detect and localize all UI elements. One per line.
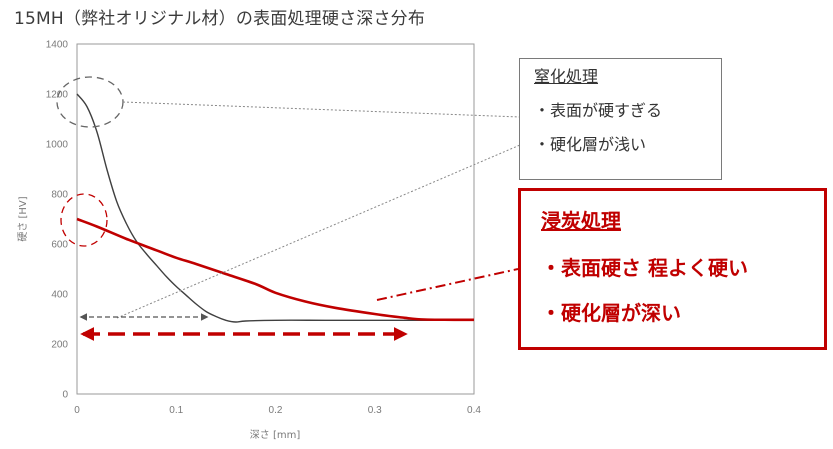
- carburizing-surface-marker: [60, 193, 108, 247]
- nitriding-heading: 窒化処理: [534, 67, 599, 86]
- x-tick-label: 0.2: [269, 405, 283, 416]
- page-title: 15MH（弊社オリジナル材）の表面処理硬さ深さ分布: [14, 9, 426, 29]
- carburizing-point-depth: ・硬化層が深い: [541, 301, 681, 325]
- y-axis-label: 硬さ [HV]: [17, 196, 29, 241]
- y-tick-label: 200: [51, 340, 68, 351]
- x-axis-label: 深さ [mm]: [250, 429, 301, 441]
- y-tick-label: 800: [51, 190, 68, 201]
- carburizing-series-line: [76, 217, 474, 322]
- plot-area: [76, 43, 475, 395]
- carburizing-point-surface: ・表面硬さ 程よく硬い: [541, 256, 748, 280]
- y-tick-label: 400: [51, 290, 68, 301]
- nitriding-point-depth: ・硬化層が浅い: [534, 135, 647, 154]
- carburizing-callout: 浸炭処理 ・表面硬さ 程よく硬い ・硬化層が深い: [518, 188, 827, 350]
- carburizing-leader: [376, 268, 519, 301]
- nitriding-point-surface: ・表面が硬すぎる: [534, 101, 663, 120]
- x-tick-label: 0.1: [169, 405, 183, 416]
- y-tick-label: 1200: [46, 90, 69, 101]
- y-tick-label: 1400: [46, 40, 69, 51]
- nitriding-surface-leader: [122, 101, 521, 118]
- x-tick-label: 0: [74, 405, 80, 416]
- y-tick-label: 0: [62, 390, 68, 401]
- nitriding-depth-leader: [116, 144, 521, 319]
- y-tick-label: 1000: [46, 140, 69, 151]
- nitriding-series-line: [76, 93, 474, 323]
- nitriding-callout: 窒化処理 ・表面が硬すぎる ・硬化層が浅い: [519, 58, 722, 180]
- x-tick-label: 0.4: [467, 405, 481, 416]
- y-tick-label: 600: [51, 240, 68, 251]
- nitriding-surface-marker: [56, 76, 124, 128]
- x-tick-label: 0.3: [368, 405, 382, 416]
- carburizing-heading: 浸炭処理: [541, 209, 621, 233]
